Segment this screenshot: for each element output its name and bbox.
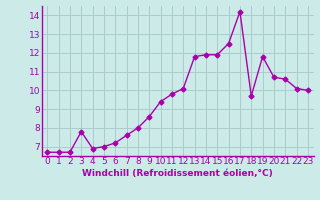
- X-axis label: Windchill (Refroidissement éolien,°C): Windchill (Refroidissement éolien,°C): [82, 169, 273, 178]
